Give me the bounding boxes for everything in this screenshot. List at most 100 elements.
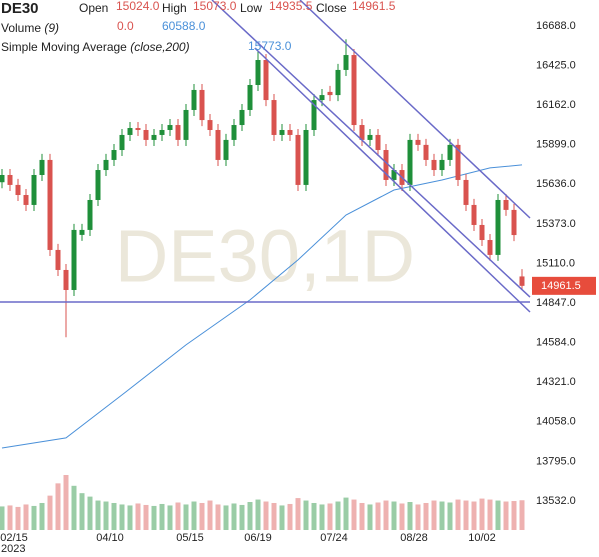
volume-bar <box>351 499 357 530</box>
volume-bar <box>487 499 493 530</box>
y-tick-label: 16162.0 <box>536 99 576 111</box>
candle-body <box>167 125 173 130</box>
volume-bar <box>295 498 301 530</box>
candle-body <box>79 229 85 235</box>
candle-body <box>111 150 117 160</box>
volume-bar <box>343 497 349 530</box>
sma-label: Simple Moving Average (close,200) <box>1 40 190 54</box>
candle-body <box>375 134 381 151</box>
candle-body <box>335 69 341 96</box>
volume-bar <box>455 499 461 530</box>
volume-bar <box>399 503 405 530</box>
y-tick-label: 16425.0 <box>536 59 576 71</box>
volume-bar <box>311 502 317 530</box>
candle-body <box>295 134 301 185</box>
open-label: Open <box>79 1 108 15</box>
volume-value-a: 0.0 <box>117 19 134 33</box>
volume-bar <box>319 504 325 530</box>
candle-body <box>479 224 485 241</box>
volume-bar <box>95 500 101 530</box>
candle-body <box>247 84 253 110</box>
candle-body <box>191 89 197 110</box>
candle-body <box>519 276 525 286</box>
volume-bar <box>39 502 45 530</box>
volume-bar <box>135 503 141 530</box>
volume-bar <box>375 502 381 530</box>
y-tick-label: 14584.0 <box>536 337 576 349</box>
candle-body <box>71 229 77 290</box>
volume-bar <box>183 504 189 530</box>
candle-body <box>431 159 437 171</box>
candle-body <box>359 125 365 140</box>
candle-body <box>383 150 389 180</box>
volume-bar <box>303 500 309 530</box>
volume-bar <box>79 493 85 530</box>
volume-bar <box>215 504 221 530</box>
volume-bar <box>423 502 429 530</box>
candle-body <box>311 100 317 130</box>
volume-bar <box>159 503 165 530</box>
volume-bar <box>231 503 237 530</box>
volume-bar <box>279 505 285 530</box>
candle-body <box>39 159 45 175</box>
volume-bar <box>63 475 69 530</box>
x-tick-label: 08/28 <box>400 532 428 544</box>
volume-bar <box>0 506 5 530</box>
candle-body <box>391 170 397 180</box>
candle-body <box>471 204 477 225</box>
candle-body <box>215 129 221 160</box>
year-label: 2023 <box>1 543 25 555</box>
volume-bar <box>71 485 77 530</box>
candle-body <box>239 109 245 126</box>
candle-body <box>23 195 29 205</box>
volume-bar <box>415 504 421 530</box>
y-tick-label: 14847.0 <box>536 297 576 309</box>
candle-body <box>63 269 69 290</box>
x-tick-label: 06/19 <box>244 532 272 544</box>
candle-body <box>151 134 157 140</box>
volume-value-b: 60588.0 <box>162 19 206 33</box>
trend-line <box>254 47 531 313</box>
volume-bar <box>447 502 453 530</box>
volume-bar <box>335 501 341 530</box>
candle-body <box>351 55 357 126</box>
volume-bar <box>191 501 197 530</box>
last-price-tag <box>532 276 596 295</box>
candle-body <box>95 170 101 200</box>
volume-bar <box>167 505 173 530</box>
candle-body <box>87 199 93 230</box>
candle-body <box>15 184 21 196</box>
volume-bar <box>111 502 117 530</box>
volume-bar <box>47 495 53 530</box>
volume-bar <box>287 503 293 530</box>
volume-bar <box>383 500 389 530</box>
volume-bar <box>23 504 29 530</box>
volume-bar <box>55 483 61 530</box>
volume-bar <box>471 501 477 530</box>
candle-body <box>119 134 125 151</box>
candle-body <box>343 55 349 70</box>
candle-body <box>255 60 261 85</box>
volume-bar <box>327 503 333 530</box>
volume-bar <box>143 504 149 530</box>
candle-body <box>423 144 429 160</box>
volume-bar <box>31 505 37 530</box>
volume-bar <box>247 502 253 530</box>
watermark: DE30,1D <box>115 215 415 298</box>
volume-bar <box>407 502 413 530</box>
volume-param: (9) <box>44 21 59 35</box>
volume-name: Volume <box>1 21 41 35</box>
sma-line <box>1 164 523 449</box>
candle-body <box>407 139 413 185</box>
volume-bar <box>199 502 205 530</box>
volume-bar <box>239 504 245 530</box>
candle-body <box>439 159 445 171</box>
candle-body <box>455 144 461 180</box>
volume-bar <box>439 501 445 530</box>
y-tick-label: 15110.0 <box>536 257 575 269</box>
y-tick-label: 15373.0 <box>536 218 576 230</box>
x-tick-label: 07/24 <box>320 532 348 544</box>
candle-body <box>319 95 325 101</box>
volume-bar <box>255 499 261 530</box>
